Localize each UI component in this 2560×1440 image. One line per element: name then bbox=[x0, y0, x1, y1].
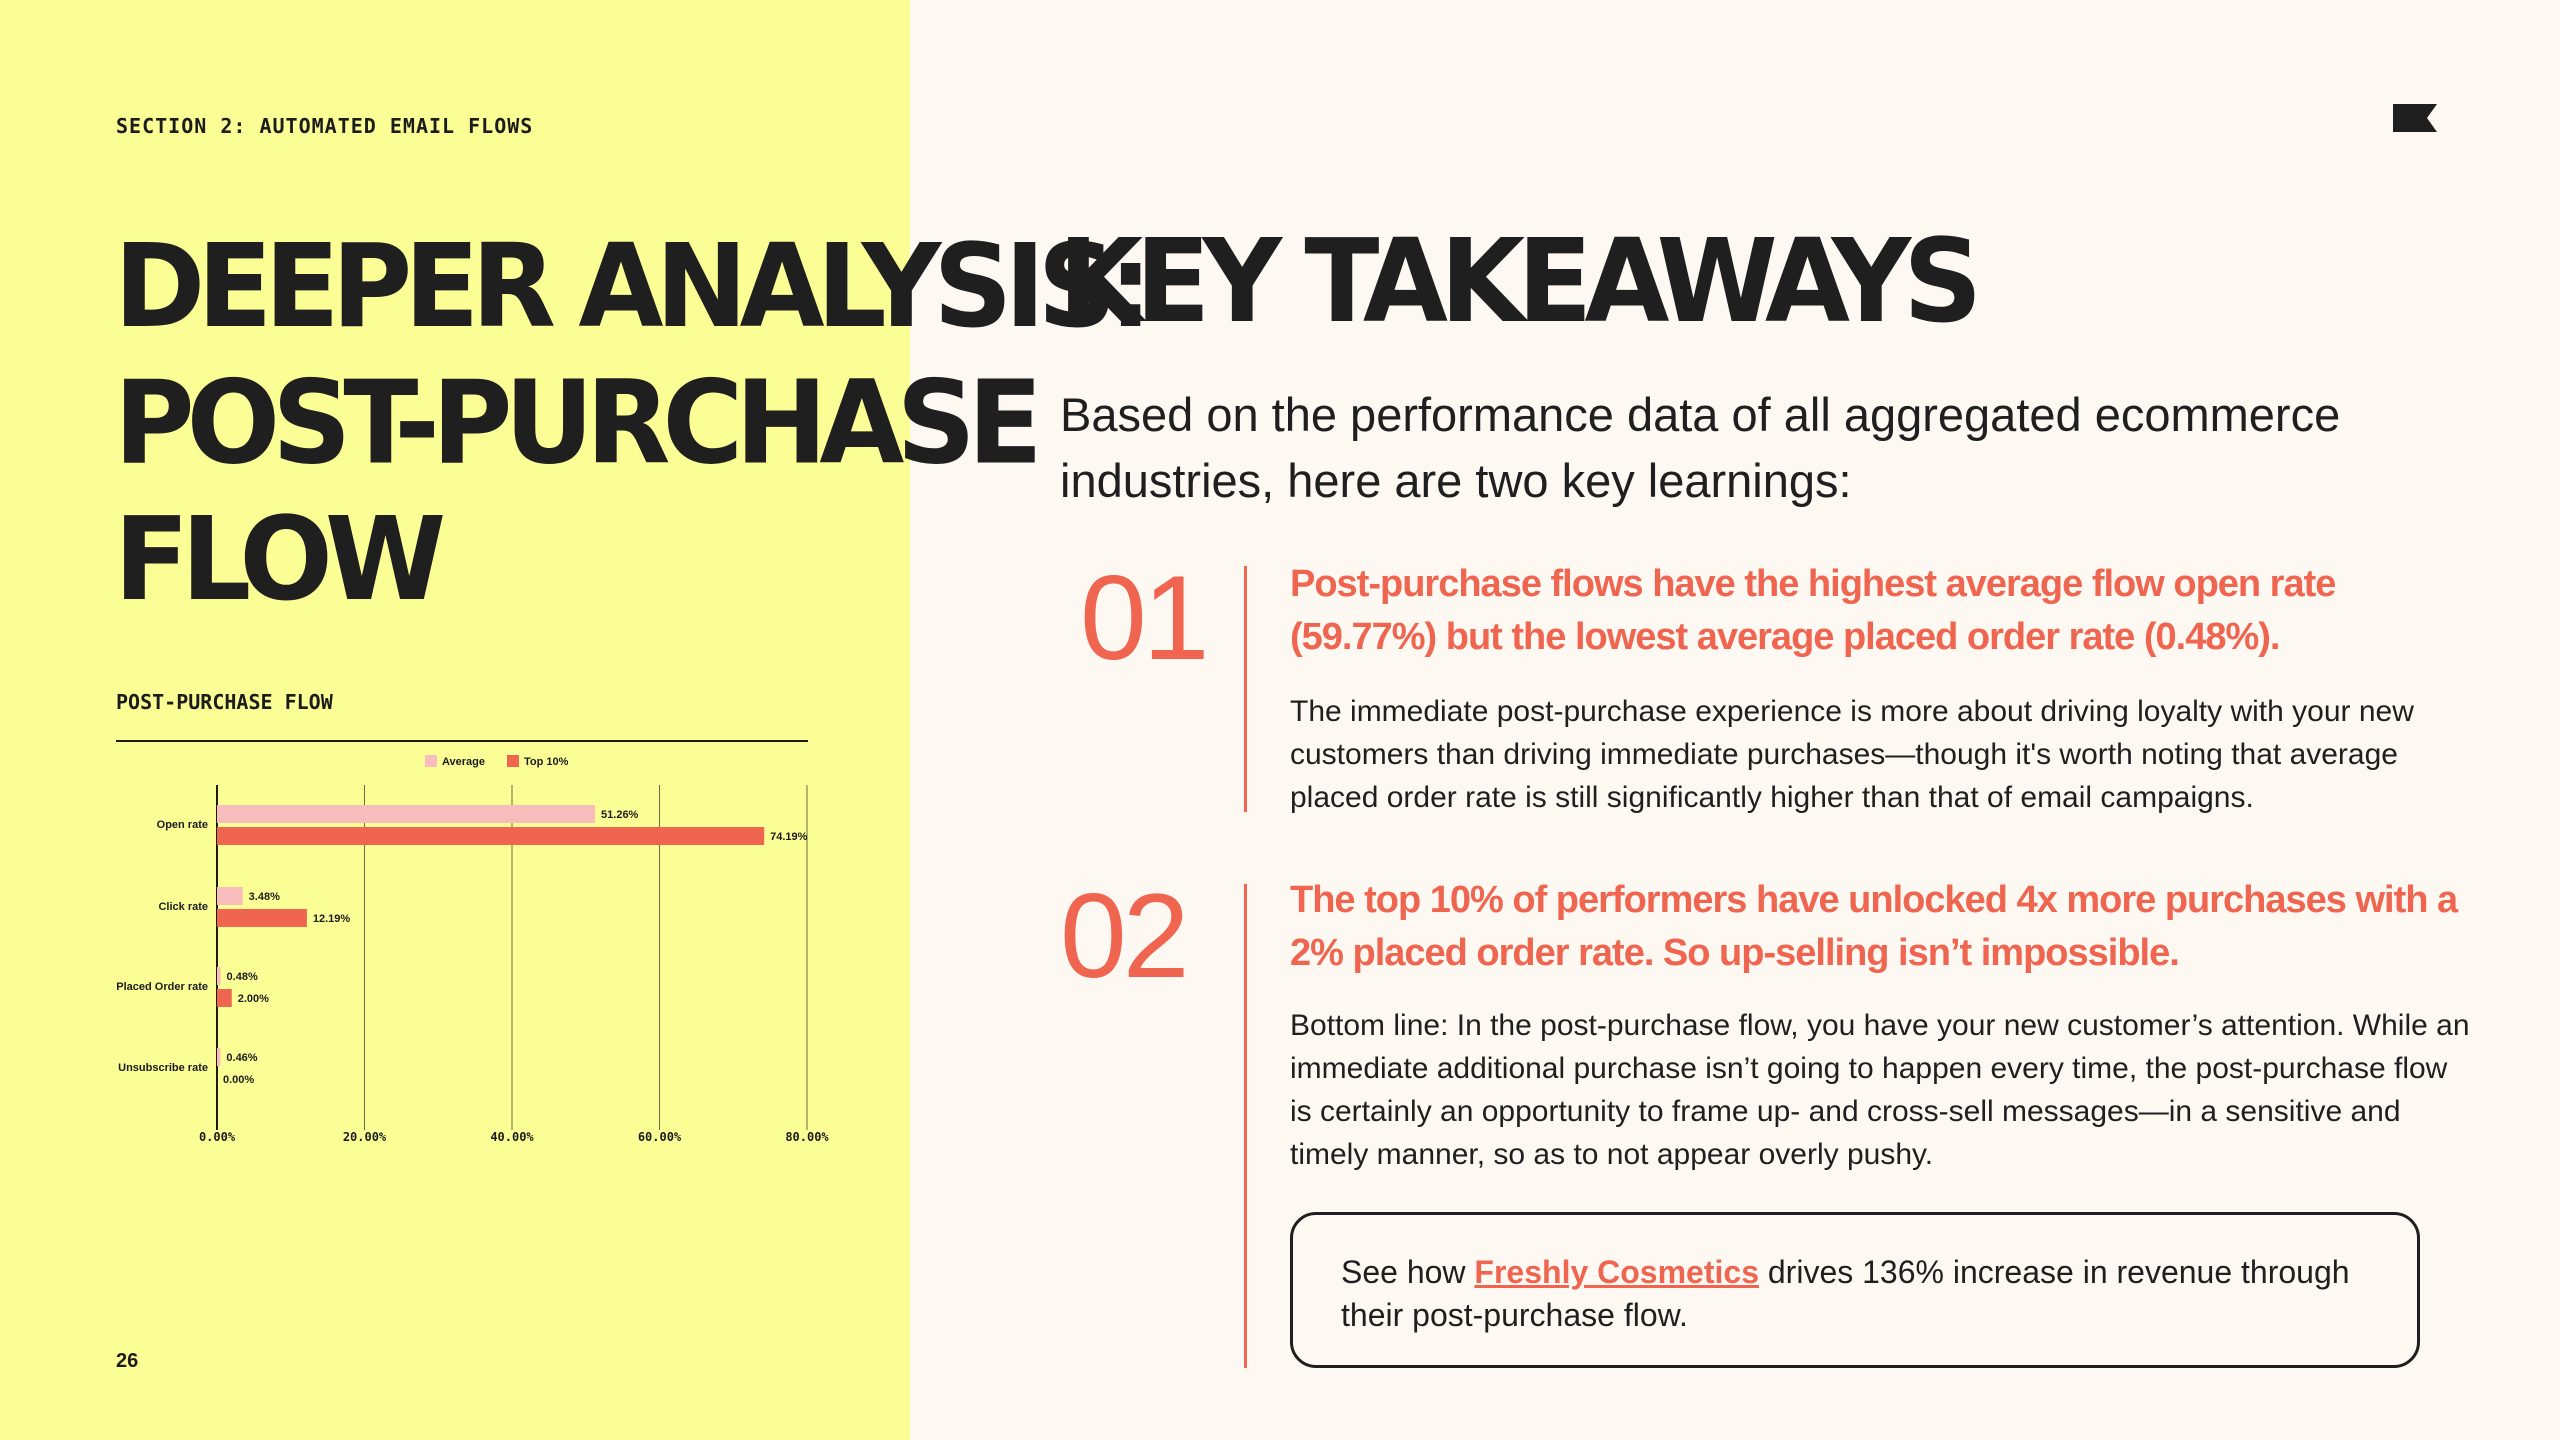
chart-title: POST-PURCHASE FLOW bbox=[116, 690, 333, 714]
bar-average-2 bbox=[217, 887, 243, 905]
key-takeaways-title: KEY TAKEAWAYS bbox=[1058, 213, 1982, 349]
flag-logo-icon bbox=[2393, 104, 2437, 132]
x-tick-label: 0.00% bbox=[199, 1130, 236, 1144]
chart-divider bbox=[116, 740, 808, 742]
page-title-line-2: POST-PURCHASE bbox=[114, 355, 1043, 490]
bar-top10-1 bbox=[217, 827, 765, 845]
data-label: 2.00% bbox=[238, 993, 269, 1005]
bar-average-1 bbox=[217, 805, 596, 823]
page-title: DEEPER ANALYSIS: POST-PURCHASE FLOW bbox=[114, 218, 1153, 628]
page-title-line-3: FLOW bbox=[114, 492, 446, 627]
takeaway-1-heading: Post-purchase flows have the highest ave… bbox=[1290, 563, 2336, 658]
case-study-callout: See how Freshly Cosmetics drives 136% in… bbox=[1290, 1212, 2420, 1368]
data-label: 3.48% bbox=[249, 891, 280, 903]
post-purchase-chart: 0.00% 20.00% 40.00% 60.00% 80.00% Average Top … bbox=[100, 745, 860, 1155]
bar-top10-3 bbox=[217, 989, 232, 1007]
legend-swatch-2 bbox=[507, 755, 519, 767]
x-tick-label: 80.00% bbox=[785, 1130, 829, 1144]
takeaway-2-divider bbox=[1244, 884, 1247, 1368]
legend-swatch-1 bbox=[425, 755, 437, 767]
takeaway-2-body: Bottom line: In the post-purchase flow, … bbox=[1290, 1009, 2470, 1171]
takeaway-number-2: 02 bbox=[1060, 869, 1189, 1003]
page-title-line-1: DEEPER ANALYSIS: bbox=[114, 219, 1153, 354]
takeaway-number-1: 01 bbox=[1080, 551, 1209, 685]
left-panel bbox=[0, 0, 910, 1440]
category-label: Placed Order rate bbox=[116, 981, 208, 993]
x-tick-label: 60.00% bbox=[638, 1130, 682, 1144]
page-number: 26 bbox=[116, 1350, 139, 1372]
freshly-cosmetics-link[interactable]: Freshly Cosmetics bbox=[1474, 1254, 1759, 1290]
data-label: 51.26% bbox=[601, 809, 639, 821]
legend-label-1: Average bbox=[442, 756, 485, 768]
data-label: 0.00% bbox=[223, 1074, 254, 1086]
data-label: 12.19% bbox=[313, 913, 351, 925]
bar-top10-2 bbox=[217, 909, 307, 927]
bar-chart-svg: 0.00% 20.00% 40.00% 60.00% 80.00% Average Top … bbox=[116, 755, 829, 1144]
data-label: 74.19% bbox=[770, 831, 808, 843]
category-label: Open rate bbox=[157, 819, 208, 831]
legend-label-2: Top 10% bbox=[524, 756, 569, 768]
takeaway-2-heading: The top 10% of performers have unlocked … bbox=[1290, 879, 2458, 974]
category-label: Click rate bbox=[158, 901, 208, 913]
intro-text: Based on the performance data of all agg… bbox=[1060, 388, 2341, 507]
category-label: Unsubscribe rate bbox=[118, 1062, 208, 1074]
takeaway-1-divider bbox=[1244, 566, 1247, 812]
data-label: 0.48% bbox=[227, 971, 258, 983]
takeaway-1-body: The immediate post-purchase experience i… bbox=[1290, 695, 2414, 814]
bar-average-4 bbox=[217, 1048, 221, 1066]
x-tick-label: 20.00% bbox=[343, 1130, 387, 1144]
bar-average-3 bbox=[217, 967, 221, 985]
right-panel bbox=[910, 0, 2560, 1440]
data-label: 0.46% bbox=[226, 1052, 257, 1064]
cta-suffix: drives 136% increase in revenue through … bbox=[1341, 1254, 2350, 1333]
cta-prefix: See how bbox=[1341, 1254, 1475, 1290]
section-label: SECTION 2: AUTOMATED EMAIL FLOWS bbox=[116, 114, 534, 138]
x-tick-label: 40.00% bbox=[490, 1130, 534, 1144]
